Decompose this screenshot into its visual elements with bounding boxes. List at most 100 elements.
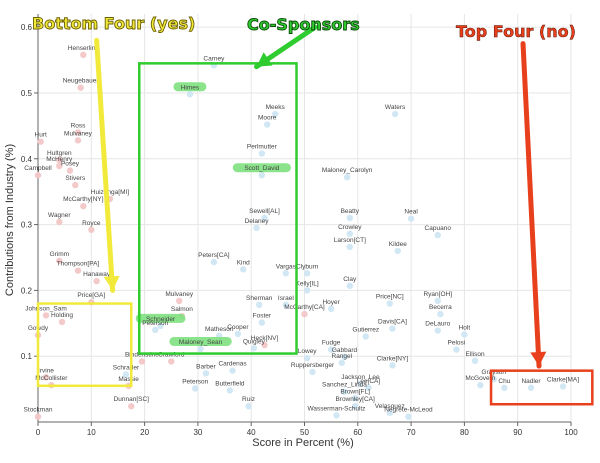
data-point bbox=[389, 362, 396, 369]
data-point bbox=[72, 181, 79, 189]
co-sponsors-arrow-head bbox=[256, 52, 273, 67]
data-point bbox=[255, 301, 263, 309]
data-point bbox=[343, 174, 351, 181]
point-label: Holding bbox=[51, 312, 73, 319]
point-label: Schneider bbox=[146, 316, 176, 323]
data-point bbox=[168, 358, 175, 365]
data-point bbox=[346, 282, 354, 289]
axes: 0 10 20 30 40 50 60 70 80 90 100 0.1 0.2 0.3 0.4 0.5 0.6 bbox=[21, 14, 578, 437]
top-four-arrow-shaft bbox=[520, 41, 542, 369]
point-label: Clarke[NY] bbox=[377, 355, 409, 362]
point-label: Larson[CT] bbox=[334, 237, 366, 244]
highlight-pill bbox=[173, 82, 207, 92]
point-label: Barber bbox=[196, 363, 216, 370]
point-label: Irvine bbox=[38, 367, 54, 374]
point-label: Mulvaney bbox=[165, 291, 194, 298]
point-label: Kind bbox=[237, 259, 250, 266]
point-label: Henserling bbox=[68, 45, 99, 52]
x-tick-label: 10 bbox=[87, 428, 96, 437]
point-label: Peters[CA] bbox=[198, 252, 230, 259]
data-point bbox=[80, 51, 87, 58]
point-label: Vargas bbox=[276, 263, 297, 270]
point-label: Heck[NV] bbox=[251, 335, 279, 342]
data-point bbox=[261, 341, 268, 349]
y-tick-label: 0.1 bbox=[21, 352, 33, 361]
highlight-pill bbox=[135, 313, 186, 323]
point-label: McHenry bbox=[46, 156, 73, 163]
data-point bbox=[34, 172, 42, 179]
y-tick-label: 0.2 bbox=[21, 286, 33, 295]
point-label: Jackson_Lee bbox=[341, 374, 380, 381]
y-tick-label: 0.5 bbox=[21, 89, 33, 98]
point-label: Davis[CA] bbox=[378, 319, 407, 326]
data-point bbox=[80, 202, 87, 210]
point-label: Sanchez_Linda bbox=[322, 382, 367, 389]
data-point bbox=[301, 310, 308, 318]
data-point bbox=[437, 310, 444, 318]
data-point bbox=[365, 384, 372, 391]
data-point bbox=[338, 359, 346, 366]
data-point bbox=[197, 345, 204, 353]
data-point bbox=[261, 214, 268, 222]
data-point bbox=[229, 367, 236, 374]
data-point bbox=[240, 266, 247, 273]
point-label: Ruppersberger bbox=[291, 362, 335, 369]
point-label: Price[NC] bbox=[376, 294, 404, 301]
data-point bbox=[258, 150, 266, 157]
point-label: Crowley bbox=[338, 224, 362, 231]
data-point bbox=[471, 357, 479, 364]
data-points bbox=[34, 51, 567, 420]
point-label: Salmon bbox=[171, 306, 193, 313]
point-label: Huizenga[MI] bbox=[91, 189, 129, 196]
data-point bbox=[58, 318, 66, 326]
point-label: Scott_David bbox=[244, 165, 279, 172]
point-label: Hurt bbox=[35, 132, 47, 139]
x-tick-label: 100 bbox=[564, 428, 578, 437]
point-label: Negrete-McLeod bbox=[384, 407, 433, 414]
data-point bbox=[128, 403, 135, 410]
data-point bbox=[327, 305, 335, 313]
data-point bbox=[263, 121, 271, 128]
data-point bbox=[253, 224, 260, 232]
point-label: Crawford bbox=[158, 351, 185, 358]
point-label: Sewell[AL] bbox=[249, 208, 280, 215]
point-label: Matheson bbox=[205, 326, 234, 333]
data-point bbox=[303, 287, 311, 294]
point-label: Clarke[MA] bbox=[547, 376, 579, 383]
point-label: Hoyer bbox=[322, 299, 340, 306]
data-point bbox=[341, 353, 348, 361]
point-label: Bindenstine bbox=[125, 351, 159, 358]
point-label: Lee[CA] bbox=[357, 378, 381, 385]
data-point bbox=[386, 409, 393, 416]
data-point bbox=[391, 110, 399, 118]
point-label: Capuano bbox=[425, 225, 452, 232]
data-point bbox=[122, 371, 130, 378]
point-label: Peterson bbox=[142, 320, 168, 327]
data-point bbox=[250, 345, 258, 352]
x-tick-label: 70 bbox=[407, 428, 416, 437]
top-four-callout: Top Four (no) bbox=[456, 22, 576, 41]
data-point bbox=[405, 413, 412, 420]
point-label: DeLauro bbox=[425, 321, 450, 328]
point-label: Johnson_Sam bbox=[25, 305, 67, 312]
point-label: Moore bbox=[258, 115, 277, 122]
data-point bbox=[341, 388, 348, 395]
data-point bbox=[282, 270, 290, 277]
x-tick-label: 30 bbox=[193, 428, 202, 437]
point-label: Israel bbox=[278, 295, 294, 302]
data-point bbox=[386, 300, 393, 307]
data-point bbox=[176, 297, 183, 305]
point-label: Clay bbox=[343, 276, 357, 283]
data-point bbox=[42, 312, 50, 319]
data-point bbox=[74, 129, 82, 136]
y-tick-label: 0.3 bbox=[21, 221, 33, 230]
data-point bbox=[74, 267, 82, 274]
annotation-overlays bbox=[36, 24, 594, 406]
top-four-box bbox=[489, 369, 594, 406]
point-label: Grayson bbox=[481, 369, 506, 376]
data-point bbox=[362, 333, 369, 340]
data-point bbox=[210, 258, 218, 266]
point-label: Sherman bbox=[246, 295, 273, 302]
point-label: Butterfield bbox=[215, 380, 245, 387]
point-label: Rangel bbox=[332, 353, 353, 360]
